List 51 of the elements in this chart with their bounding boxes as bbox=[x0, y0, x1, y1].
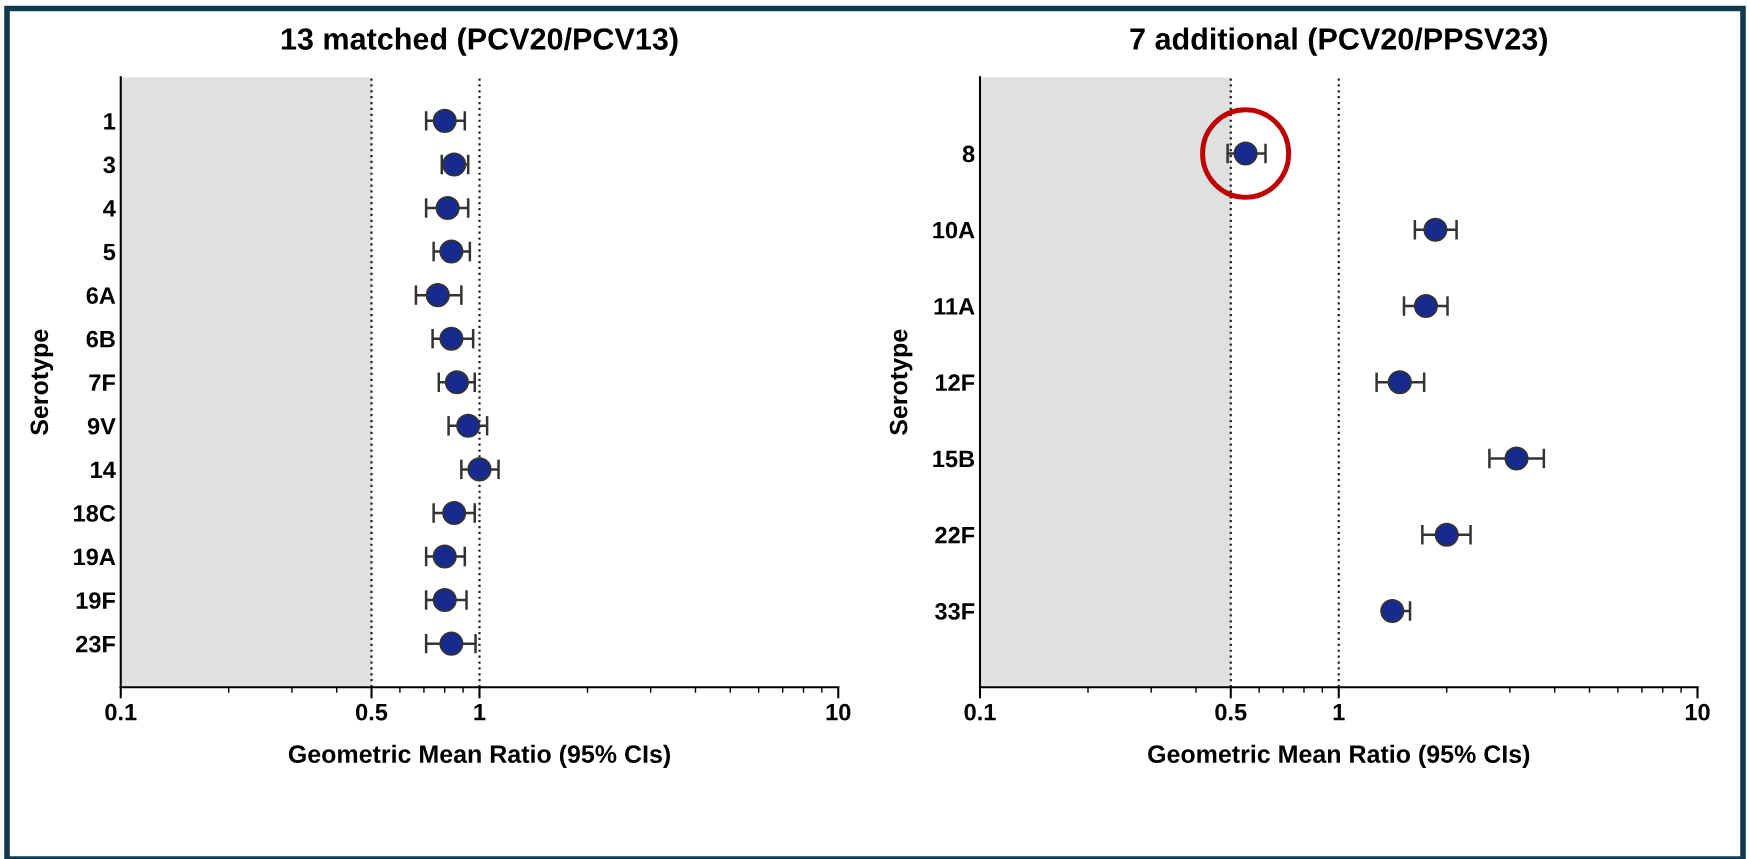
point bbox=[1387, 370, 1412, 395]
x-tick-label: 0.5 bbox=[356, 703, 388, 721]
y-tick-label: 23F bbox=[76, 635, 116, 653]
point bbox=[432, 544, 457, 569]
y-tick-label: 5 bbox=[103, 243, 116, 261]
y-tick-label: 8 bbox=[962, 145, 975, 163]
chart-title: 13 matched (PCV20/PCV13) bbox=[281, 27, 678, 56]
y-tick-label: 6B bbox=[86, 330, 115, 348]
y-tick-label: 33F bbox=[935, 603, 975, 620]
y-axis-title: Serotype bbox=[30, 329, 54, 436]
y-tick-label: 4 bbox=[103, 200, 116, 217]
point bbox=[439, 239, 464, 264]
y-tick-label: 11A bbox=[934, 298, 975, 315]
y-tick-label: 7F bbox=[89, 374, 116, 391]
point bbox=[442, 500, 467, 525]
x-tick-label: 10 bbox=[826, 703, 851, 721]
point bbox=[439, 631, 464, 656]
y-axis-title: Serotype bbox=[889, 329, 913, 436]
x-tick-label: 0.5 bbox=[1215, 703, 1247, 721]
y-tick-label: 22F bbox=[935, 526, 975, 544]
point bbox=[1413, 293, 1438, 319]
point bbox=[432, 588, 457, 613]
point bbox=[435, 195, 460, 221]
point bbox=[1434, 522, 1459, 547]
y-tick-label: 1 bbox=[104, 113, 116, 130]
point bbox=[1380, 598, 1405, 623]
x-axis-title: Geometric Mean Ratio (95% CIs) bbox=[288, 744, 670, 768]
x-tick-label: 0.1 bbox=[964, 703, 996, 721]
y-tick-label: 3 bbox=[103, 156, 116, 174]
x-tick-label: 0.1 bbox=[105, 703, 137, 721]
y-tick-label: 9V bbox=[87, 417, 116, 435]
y-tick-label: 18C bbox=[74, 505, 116, 522]
x-tick-label: 1 bbox=[474, 704, 486, 721]
x-tick-label: 1 bbox=[1333, 704, 1345, 721]
point bbox=[425, 283, 450, 308]
x-tick-label: 10 bbox=[1685, 703, 1710, 721]
point bbox=[439, 326, 464, 351]
point bbox=[444, 370, 469, 395]
point bbox=[1423, 217, 1448, 242]
point bbox=[456, 413, 481, 438]
point bbox=[432, 108, 457, 133]
y-tick-label: 10A bbox=[933, 221, 975, 239]
y-tick-label: 14 bbox=[91, 461, 116, 478]
x-axis-title: Geometric Mean Ratio (95% CIs) bbox=[1148, 744, 1530, 768]
y-tick-label: 6A bbox=[86, 287, 116, 304]
point bbox=[467, 457, 492, 482]
y-tick-label: 19A bbox=[74, 548, 116, 566]
chart-title: 7 additional (PCV20/PPSV23) bbox=[1130, 27, 1547, 56]
y-tick-label: 12F bbox=[935, 374, 975, 391]
y-tick-label: 15B bbox=[933, 450, 975, 468]
y-tick-label: 19F bbox=[76, 592, 116, 609]
